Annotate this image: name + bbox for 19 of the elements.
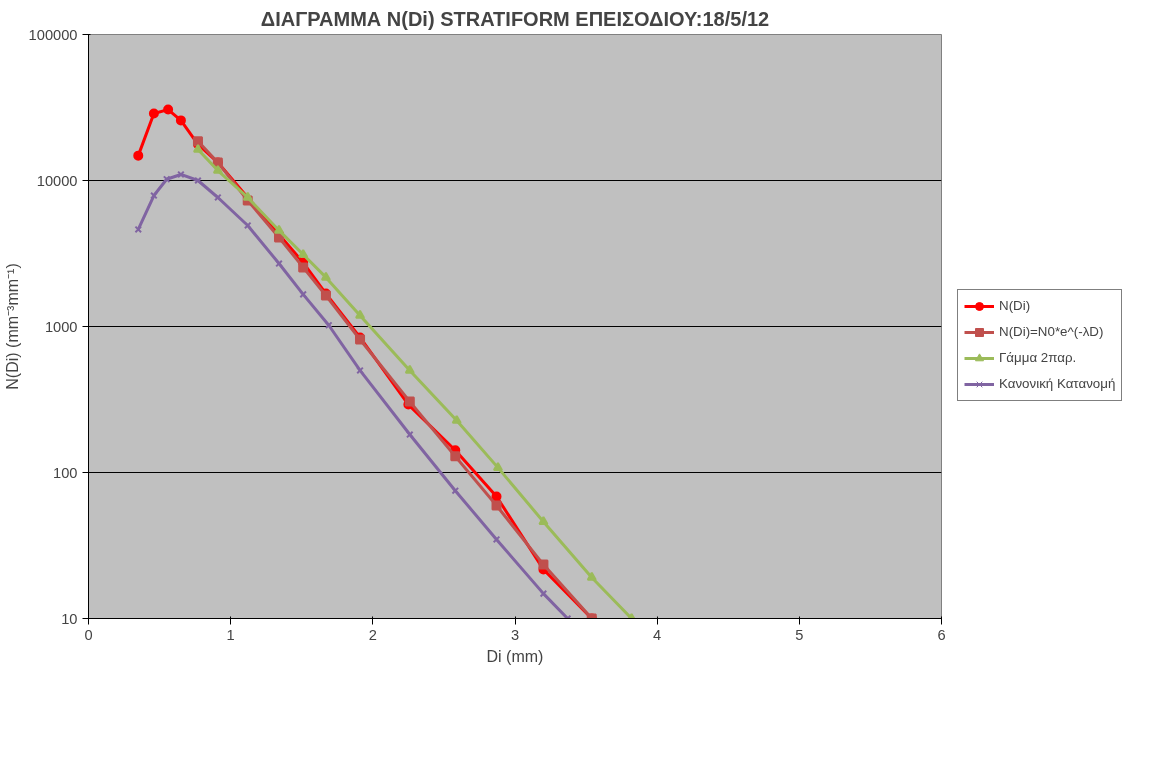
legend-label: N(Di)=N0*e^(-λD) [999, 324, 1104, 339]
chart-title: ΔΙΑΓΡΑΜΜΑ N(Di) STRATIFORM ΕΠΕΙΣΟΔΙΟΥ:18/5/12 [260, 7, 770, 30]
x-tick-label: 5 [795, 626, 804, 643]
legend-label: N(Di) [999, 298, 1031, 313]
x-tick-label: 1 [226, 626, 235, 643]
y-tick-label: 100000 [28, 26, 78, 43]
legend-label: Γάμμα 2παρ. [999, 350, 1077, 365]
y-tick-label: 1000 [44, 318, 78, 335]
y-axis-title: N(Di) (mm⁻³mm⁻¹) [3, 263, 21, 390]
x-tick-label: 6 [937, 626, 946, 643]
y-tick-label: 10000 [36, 172, 78, 189]
legend-label: Κανονική Κατανομή [999, 376, 1116, 391]
x-tick-label: 3 [510, 626, 520, 643]
x-axis-title: Di (mm) [486, 647, 544, 665]
x-tick-label: 0 [84, 626, 93, 643]
x-tick-label: 4 [653, 626, 662, 643]
y-tick-label: 10 [61, 610, 78, 627]
y-tick-label: 100 [53, 464, 78, 481]
x-tick-label: 2 [368, 626, 377, 643]
